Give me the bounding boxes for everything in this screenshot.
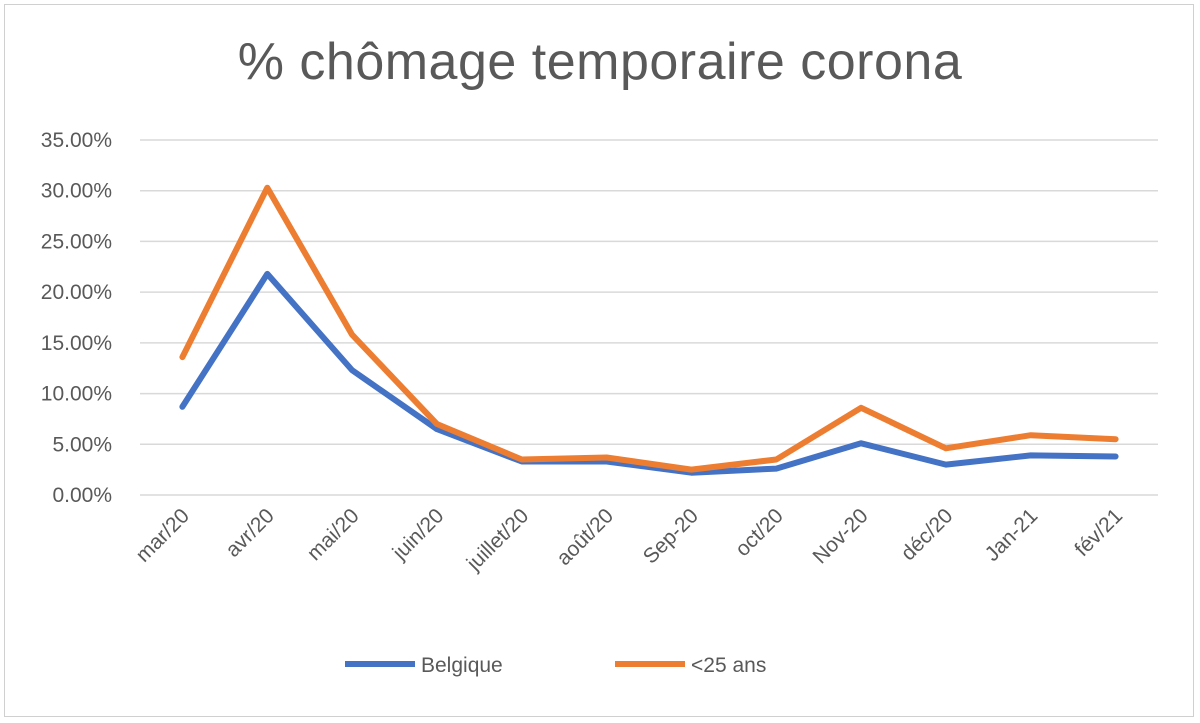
chart-frame bbox=[4, 4, 1194, 717]
x-tick-label: août/20 bbox=[552, 504, 618, 570]
series-lines bbox=[179, 184, 1119, 476]
y-tick-label: 5.00% bbox=[52, 433, 112, 456]
x-tick-label: Nov-20 bbox=[808, 504, 872, 568]
y-tick-label: 0.00% bbox=[52, 484, 112, 507]
x-tick-label: Sep-20 bbox=[639, 504, 703, 568]
x-tick-label: oct/20 bbox=[731, 504, 788, 561]
gridlines bbox=[140, 139, 1158, 496]
x-tick-label: mai/20 bbox=[303, 504, 364, 565]
x-tick-label: avr/20 bbox=[221, 504, 279, 562]
series-line bbox=[179, 270, 1119, 476]
series-line bbox=[179, 184, 1119, 473]
y-tick-label: 35.00% bbox=[41, 129, 112, 152]
y-axis-ticks: 0.00% 5.00% 10.00% 15.00% 20.00% 25.00% 30.00%… bbox=[41, 129, 112, 507]
y-tick-label: 20.00% bbox=[41, 281, 112, 304]
legend-label: Belgique bbox=[421, 654, 503, 677]
chart-title: % chômage temporaire corona bbox=[237, 33, 963, 91]
x-tick-label: juin/20 bbox=[388, 504, 449, 565]
x-tick-label: fév/21 bbox=[1070, 504, 1127, 561]
x-tick-label: déc/20 bbox=[897, 504, 958, 565]
x-tick-label: juillet/20 bbox=[462, 504, 533, 575]
y-tick-label: 10.00% bbox=[41, 383, 112, 406]
y-tick-label: 15.00% bbox=[41, 332, 112, 355]
x-tick-label: Jan-21 bbox=[981, 504, 1043, 566]
x-axis-ticks: mar/20 avr/20 mai/20 juin/20 juillet/20 août/… bbox=[131, 504, 1127, 575]
y-tick-label: 30.00% bbox=[41, 180, 112, 203]
y-tick-label: 25.00% bbox=[41, 230, 112, 253]
legend: Belgique <25 ans bbox=[345, 654, 766, 677]
legend-label: <25 ans bbox=[691, 654, 766, 677]
x-tick-label: mar/20 bbox=[131, 504, 193, 566]
